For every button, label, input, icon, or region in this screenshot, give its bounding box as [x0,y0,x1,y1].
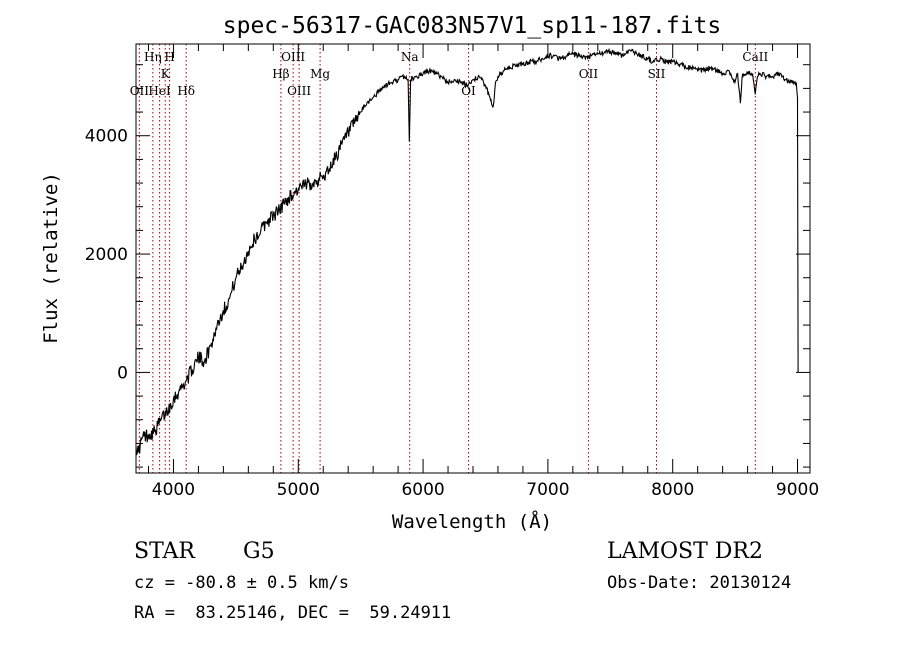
object-class: STAR [134,539,195,564]
x-tick-label: 7000 [526,480,569,500]
chart-title: spec-56317-GAC083N57V1_sp11-187.fits [223,13,722,39]
y-tick-label: 2000 [85,245,128,265]
survey-name: LAMOST DR2 [607,539,763,564]
observation-date: Obs-Date: 20130124 [607,573,792,593]
spectrum-line [135,47,799,456]
plot-frame [135,43,811,474]
line-marker-label-1: Hη [144,50,162,64]
x-tick-label: 5000 [277,480,320,500]
y-axis-ticks: 0 2000 4000 [85,64,810,468]
x-tick-label: 6000 [401,480,444,500]
y-axis-label: Flux (relative) [40,172,62,344]
redshift-value: cz = -80.8 ± 0.5 km/s [134,573,349,593]
x-axis-ticks: 4000 5000 6000 7000 8000 9000 [147,44,819,500]
line-marker-label-11: OI [461,84,476,98]
spectral-line-markers [138,44,756,473]
line-marker-label-6: Hβ [272,67,289,81]
line-marker-label-13: SII [648,67,666,81]
x-tick-label: 9000 [776,480,819,500]
line-marker-label-9: Mg [310,67,330,81]
line-marker-label-2: HeI [148,84,171,98]
y-tick-label: 0 [117,363,128,383]
line-marker-label-4: H [164,50,174,64]
spectral-subclass: G5 [243,539,275,564]
line-marker-label-8: OIII [287,84,311,98]
x-tick-label: 4000 [152,480,195,500]
spectral-line-labels: OII Hη HeI KH Hδ Hβ OIII OIII Mg Na OI OII SII CaII [130,50,769,98]
line-marker-label-14: CaII [742,50,768,64]
line-marker-label-5: Hδ [177,84,195,98]
x-axis-label: Wavelength (Å) [392,510,552,533]
x-tick-label: 8000 [651,480,694,500]
y-tick-label: 4000 [85,127,128,147]
line-marker-label-10: Na [401,50,419,64]
line-marker-label-3: K [161,67,171,81]
line-marker-label-0: OII [130,84,150,98]
line-marker-label-7: OIII [281,50,305,64]
line-marker-label-12: OII [579,67,599,81]
sky-coordinates: RA = 83.25146, DEC = 59.24911 [134,603,452,623]
